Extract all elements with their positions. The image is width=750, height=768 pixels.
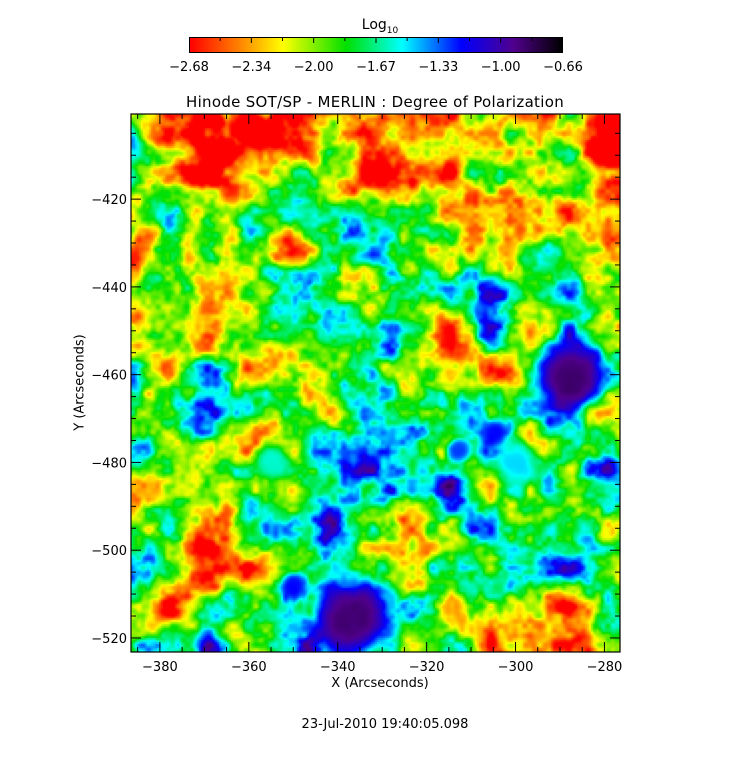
- colorbar-tick-label: −1.67: [356, 60, 396, 75]
- y-tick-label: −420: [91, 193, 127, 208]
- chart-title: Hinode SOT/SP - MERLIN : Degree of Polar…: [185, 93, 564, 111]
- observation-timestamp: 23-Jul-2010 19:40:05.098: [301, 717, 469, 732]
- plot-frame: [130, 113, 621, 653]
- colorbar-tick-label: −2.34: [231, 60, 271, 75]
- x-tick-label: −300: [498, 660, 534, 675]
- colorbar-tick-label: −2.00: [294, 60, 334, 75]
- x-tick-label: −360: [231, 660, 267, 675]
- colorbar-tick-label: −1.00: [481, 60, 521, 75]
- x-tick-label: −320: [409, 660, 445, 675]
- y-tick-label: −480: [91, 456, 127, 471]
- colorbar-tick-label: −0.66: [543, 60, 583, 75]
- polarization-heatmap: [131, 114, 620, 652]
- y-tick-label: −440: [91, 281, 127, 296]
- y-axis-label: Y (Arcseconds): [72, 334, 88, 431]
- x-tick-label: −340: [320, 660, 356, 675]
- colorbar-title-subscript: 10: [386, 25, 399, 36]
- x-tick-label: −280: [587, 660, 623, 675]
- y-tick-label: −520: [91, 632, 127, 647]
- y-tick-label: −460: [91, 369, 127, 384]
- colorbar-tick-label: −1.33: [418, 60, 458, 75]
- colorbar-title: Log10: [340, 17, 420, 36]
- x-tick-label: −380: [142, 660, 178, 675]
- x-axis-label: X (Arcseconds): [331, 676, 429, 691]
- colorbar-title-text: Log: [361, 17, 387, 33]
- colorbar-tick-label: −2.68: [169, 60, 209, 75]
- colorbar-ticks: −2.68 −2.34 −2.00 −1.67 −1.33 −1.00 −0.66: [169, 37, 583, 75]
- y-tick-label: −500: [91, 544, 127, 559]
